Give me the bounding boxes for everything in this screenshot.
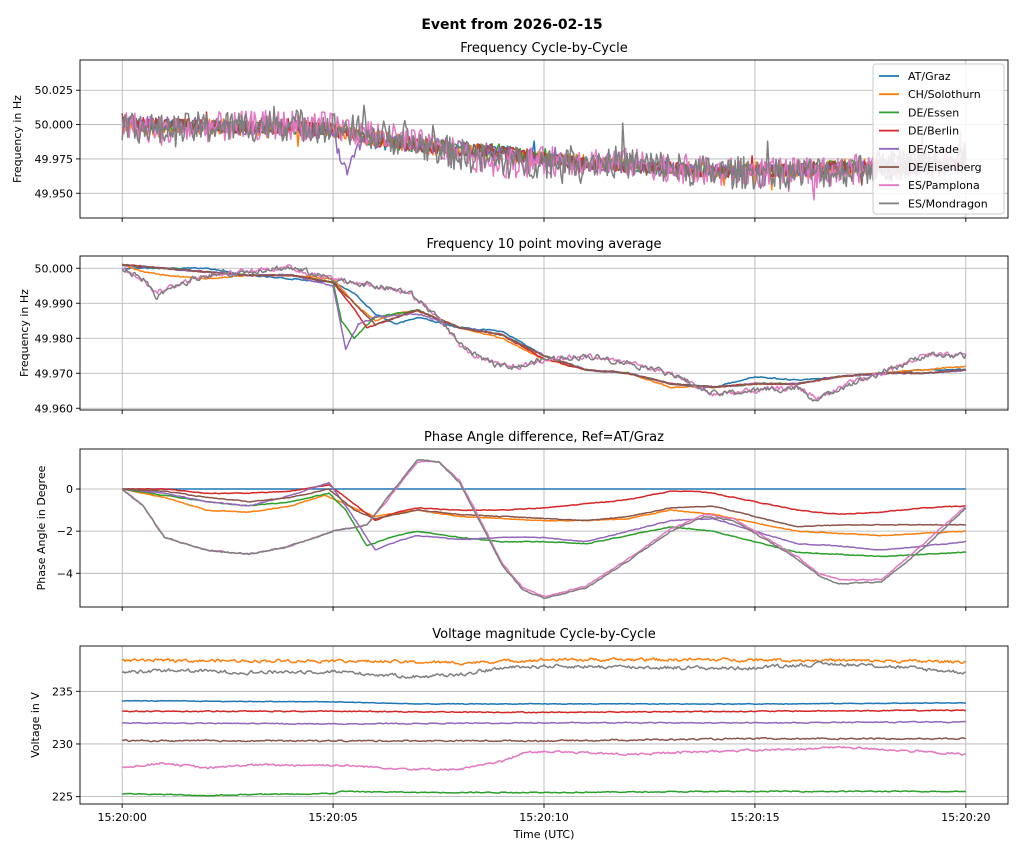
- figure-title: Event from 2026-02-15: [421, 17, 602, 33]
- series-line-es-mondragon: [121, 660, 967, 679]
- y-tick-label: 49.960: [35, 402, 74, 415]
- legend-label: ES/Mondragon: [908, 197, 988, 210]
- y-tick-label: 49.980: [35, 332, 74, 345]
- series-line-de-stade: [122, 481, 966, 551]
- series-line-es-pamplona: [122, 264, 967, 401]
- y-axis-label: Frequency in Hz: [11, 95, 24, 183]
- panel-title: Frequency Cycle-by-Cycle: [460, 41, 627, 56]
- series-line-es-mondragon: [121, 265, 967, 402]
- y-tick-label: 49.975: [35, 153, 74, 166]
- series-line-ch-solothurn: [122, 488, 966, 537]
- x-tick-label: 15:20:15: [730, 811, 779, 824]
- panel-title: Voltage magnitude Cycle-by-Cycle: [432, 627, 656, 642]
- series-line-es-mondragon: [121, 459, 967, 600]
- y-tick-label: 50.025: [35, 84, 74, 97]
- series-line-de-stade: [121, 720, 967, 726]
- y-tick-label: −2: [57, 525, 73, 538]
- y-tick-label: 50.000: [35, 262, 74, 275]
- series-group: [121, 263, 967, 402]
- x-tick-label: 15:20:05: [308, 811, 357, 824]
- series-line-es-pamplona: [122, 745, 966, 772]
- series-group: [121, 104, 967, 201]
- y-tick-label: 49.970: [35, 367, 74, 380]
- legend-label: AT/Graz: [908, 70, 951, 83]
- legend-label: DE/Eisenberg: [908, 161, 982, 174]
- series-line-de-eisenberg: [122, 263, 967, 388]
- series-line-ch-solothurn: [121, 657, 966, 666]
- series-line-at-graz: [122, 699, 966, 706]
- series-line-de-berlin: [122, 483, 966, 522]
- y-tick-label: −4: [57, 567, 73, 580]
- series-line-es-mondragon: [121, 104, 967, 190]
- series-line-de-essen: [121, 488, 966, 558]
- y-tick-label: 225: [52, 791, 73, 804]
- panel-title: Frequency 10 point moving average: [426, 237, 661, 252]
- chart-panel-3: −4 −2 0 Phase Angle difference, Ref=AT/Graz…: [35, 430, 1009, 611]
- y-tick-label: 235: [52, 685, 73, 698]
- y-axis-label: Phase Angle in Degree: [35, 465, 48, 590]
- y-tick-label: 50.000: [35, 119, 74, 132]
- y-tick-label: 230: [52, 738, 73, 751]
- panel-title: Phase Angle difference, Ref=AT/Graz: [424, 430, 664, 445]
- series-line-de-eisenberg: [122, 488, 966, 528]
- x-tick-label: 15:20:10: [519, 811, 568, 824]
- legend: AT/Graz CH/Solothurn DE/Essen DE/Berlin DE/S…: [872, 63, 1005, 215]
- legend-box: [872, 63, 1005, 215]
- legend-label: DE/Stade: [908, 143, 959, 156]
- y-tick-label: 49.950: [35, 187, 74, 200]
- series-line-de-eisenberg: [122, 736, 966, 743]
- legend-label: DE/Berlin: [908, 125, 959, 138]
- series-line-de-berlin: [122, 709, 966, 714]
- x-tick-label: 15:20:20: [941, 811, 990, 824]
- legend-label: CH/Solothurn: [908, 88, 981, 101]
- series-group: [121, 459, 967, 600]
- chart-panel-2: 49.960 49.970 49.980 49.990 50.000 Frequency …: [18, 237, 1009, 415]
- y-tick-label: 49.990: [35, 297, 74, 310]
- series-group: [121, 657, 967, 797]
- y-tick-label: 0: [66, 483, 73, 496]
- legend-label: DE/Essen: [908, 106, 959, 119]
- chart-panel-1: 49.950 49.975 50.000 50.025 Frequency Cycle-…: [11, 41, 1009, 222]
- x-tick-label: 15:20:00: [97, 811, 146, 824]
- series-line-es-pamplona: [121, 109, 967, 201]
- y-axis-label: Voltage in V: [29, 692, 42, 758]
- legend-label: ES/Pamplona: [908, 179, 980, 192]
- x-axis-label: Time (UTC): [513, 828, 575, 841]
- series-line-de-essen: [122, 790, 966, 797]
- y-axis-label: Frequency in Hz: [18, 289, 31, 377]
- chart-panel-4: 225 230 235 15:20:00 15:20:05 15:20:10 15:20:1…: [29, 627, 1009, 824]
